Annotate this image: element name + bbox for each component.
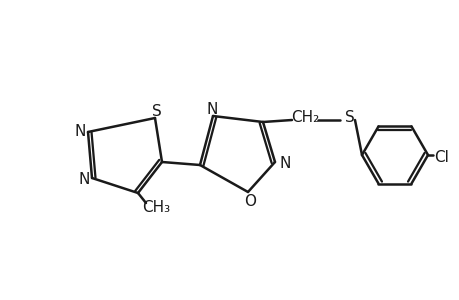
Text: N: N [206,101,217,116]
Text: N: N [279,155,290,170]
Text: Cl: Cl [434,149,448,164]
Text: S: S [344,110,354,125]
Text: N: N [74,124,85,139]
Text: CH₃: CH₃ [142,200,170,214]
Text: N: N [78,172,90,187]
Text: O: O [243,194,256,208]
Text: CH₂: CH₂ [290,110,319,125]
Text: S: S [152,104,162,119]
